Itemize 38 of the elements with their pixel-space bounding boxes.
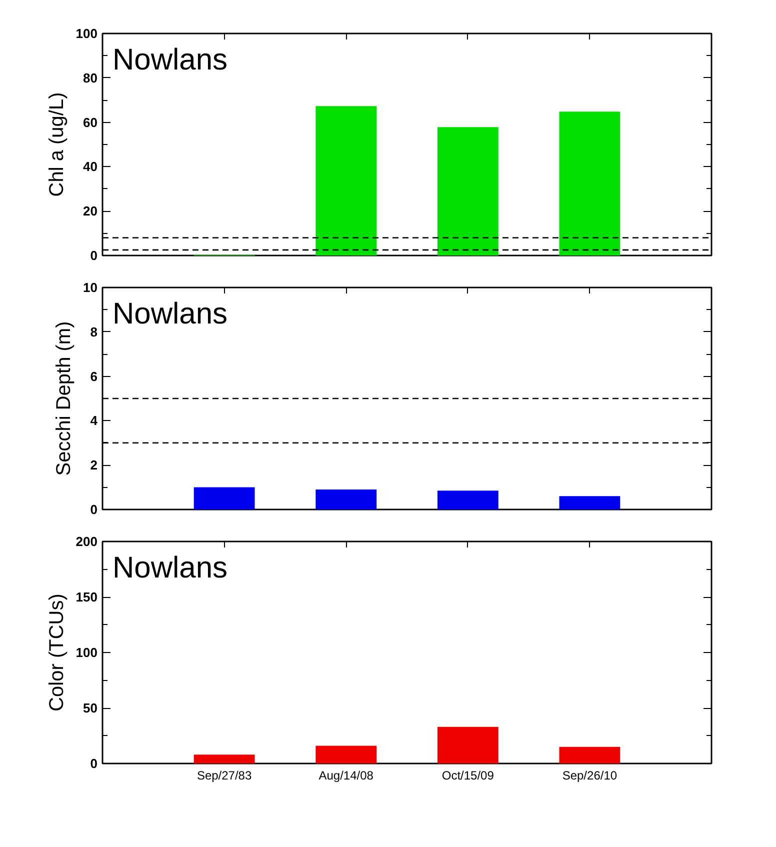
y-tick-label: 40 — [83, 159, 98, 174]
bar — [316, 490, 377, 510]
x-tick-label: Sep/26/10 — [562, 768, 618, 782]
y-tick-label: 100 — [76, 645, 98, 660]
y-tick-label: 6 — [90, 368, 98, 384]
x-tick-label: Sep/27/83 — [196, 768, 252, 782]
y-tick-label: 8 — [90, 324, 98, 340]
bar — [559, 496, 620, 510]
y-tick-label: 100 — [76, 26, 98, 41]
bar — [194, 487, 255, 510]
chart-title: Nowlans — [112, 552, 228, 584]
x-tick-label: Oct/15/09 — [442, 768, 494, 782]
y-tick-label: 4 — [90, 413, 98, 428]
y-tick-label: 20 — [83, 204, 98, 219]
bar — [316, 746, 377, 764]
y-tick-label: 10 — [83, 280, 98, 295]
y-tick-label: 0 — [90, 502, 98, 517]
y-tick-label: 0 — [90, 248, 98, 263]
x-tick-label: Aug/14/08 — [318, 768, 374, 782]
bar — [437, 726, 498, 764]
chart-title: Nowlans — [112, 298, 228, 330]
y-tick-label: 60 — [83, 114, 98, 130]
y-axis-title: Secchi Depth (m) — [53, 321, 76, 476]
y-axis-title: Chl a (ug/L) — [46, 92, 68, 197]
chart-title: Nowlans — [112, 44, 228, 76]
y-tick-label: 2 — [90, 458, 98, 473]
y-tick-label: 0 — [90, 756, 98, 771]
bar — [316, 106, 377, 256]
bar — [194, 754, 255, 764]
bar — [437, 490, 498, 510]
y-tick-label: 80 — [83, 70, 98, 86]
bar — [559, 746, 620, 764]
y-tick-label: 200 — [76, 534, 98, 549]
y-tick-label: 150 — [76, 590, 98, 604]
bar — [437, 127, 498, 256]
y-tick-label: 50 — [83, 700, 98, 716]
y-axis-title: Color (TCUs) — [46, 594, 68, 712]
bar — [559, 112, 620, 256]
